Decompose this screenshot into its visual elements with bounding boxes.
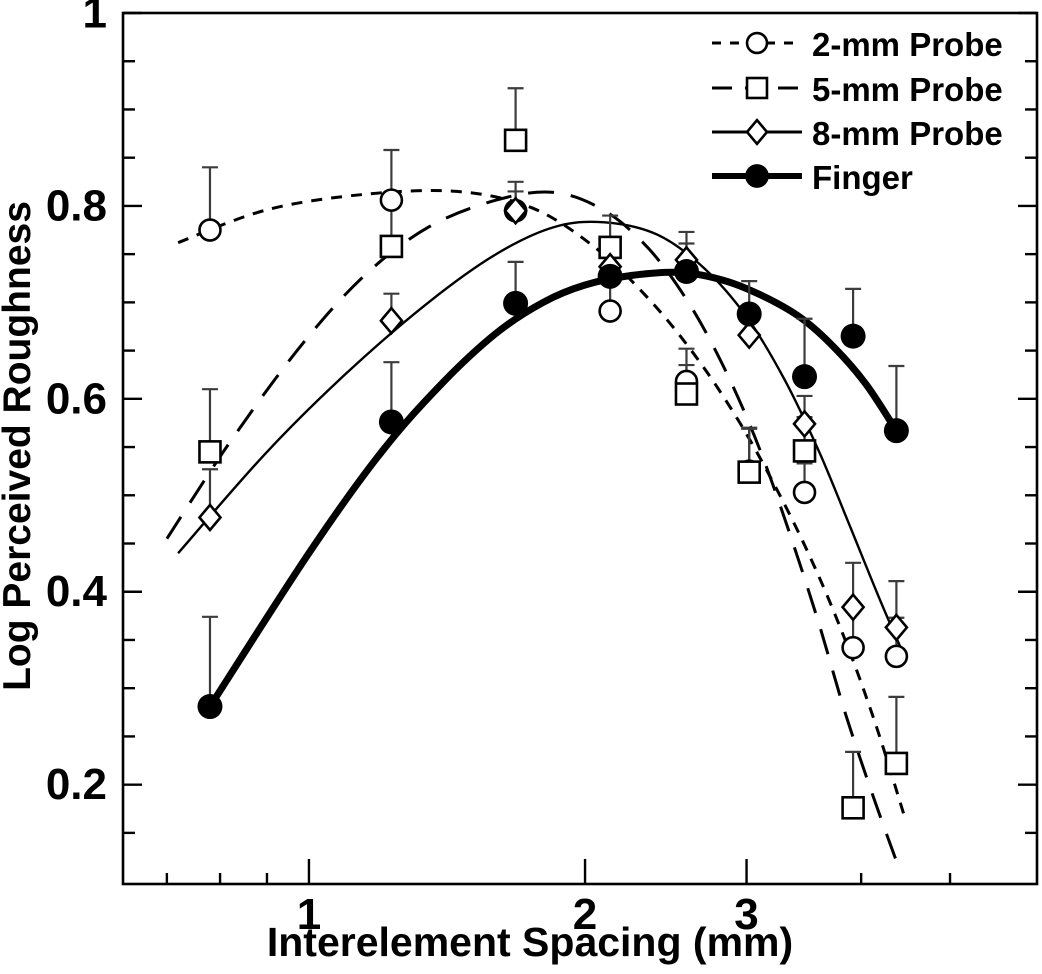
plot-area: 1 0.8 0.6 0.4 0.2 1 2 3 bbox=[46, 0, 1039, 939]
x-tick-label-1: 1 bbox=[297, 890, 321, 939]
x-tick-label-2: 2 bbox=[573, 890, 597, 939]
fit-curve-2-mm-probe bbox=[177, 188, 906, 815]
legend-swatch-finger-filled-circle-icon bbox=[712, 164, 802, 188]
legend: 2-mm Probe 5-mm Probe 8-mm Probe Finger bbox=[712, 26, 1003, 196]
y-tick-label-0.6: 0.6 bbox=[46, 374, 107, 423]
legend-label-5mm: 5-mm Probe bbox=[812, 71, 1003, 108]
legend-swatch-2mm-open-circle-icon bbox=[712, 31, 802, 55]
fit-curve-8-mm-probe bbox=[177, 220, 905, 655]
legend-item-8mm-probe: 8-mm Probe bbox=[712, 115, 1003, 152]
y-tick-labels: 1 0.8 0.6 0.4 0.2 bbox=[46, 0, 108, 809]
y-tick-label-0.2: 0.2 bbox=[46, 760, 107, 809]
axis-ticks bbox=[123, 11, 1037, 884]
x-axis-title: Interelement Spacing (mm) bbox=[267, 919, 793, 965]
y-tick-label-0.4: 0.4 bbox=[46, 567, 108, 616]
y-tick-label-1: 1 bbox=[83, 0, 107, 38]
legend-swatch-5mm-open-square-icon bbox=[712, 76, 802, 100]
legend-swatch-8mm-open-diamond-icon bbox=[712, 118, 802, 146]
legend-item-5mm-probe: 5-mm Probe bbox=[712, 71, 1003, 108]
x-tick-label-3: 3 bbox=[734, 890, 758, 939]
markers-finger bbox=[197, 259, 909, 720]
legend-item-2mm-probe: 2-mm Probe bbox=[712, 26, 1003, 63]
y-axis-title: Log Perceived Roughness bbox=[0, 201, 39, 691]
legend-label-8mm: 8-mm Probe bbox=[812, 115, 1003, 152]
legend-label-2mm: 2-mm Probe bbox=[812, 26, 1003, 63]
fit-curve-5-mm-probe bbox=[165, 190, 903, 874]
plot-frame bbox=[121, 11, 1039, 886]
markers-5-mm-probe bbox=[198, 128, 909, 820]
legend-label-finger: Finger bbox=[812, 159, 913, 196]
legend-item-finger: Finger bbox=[712, 159, 913, 196]
markers-8-mm-probe bbox=[197, 196, 909, 642]
x-tick-labels: 1 2 3 bbox=[297, 890, 759, 939]
y-tick-label-0.8: 0.8 bbox=[46, 181, 107, 230]
